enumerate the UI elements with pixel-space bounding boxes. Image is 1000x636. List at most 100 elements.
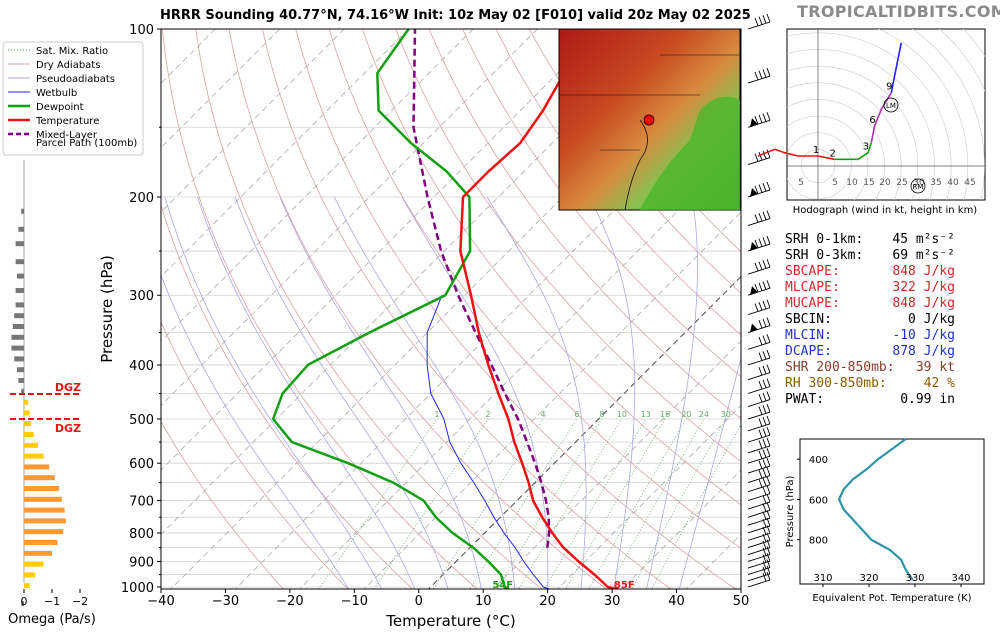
wind-barb: [747, 149, 771, 166]
omega-bar: [24, 583, 30, 589]
omega-bar: [24, 464, 50, 470]
legend: Sat. Mix. Ratio Dry Adiabats Pseudoadiabat…: [2, 41, 144, 156]
mixing-ratio-label: 36: [739, 410, 749, 419]
dry-adiabat: [328, 29, 741, 549]
omega-tick-label: −1: [44, 595, 60, 608]
wind-barb: [747, 437, 771, 454]
omega-bar: [24, 529, 64, 535]
wind-barb: [747, 210, 771, 226]
mixing-ratio-line: [651, 423, 741, 589]
dry-adiabat: [161, 321, 349, 589]
map-borders: [560, 54, 740, 151]
wind-barb: [747, 378, 771, 394]
omega-bar: [18, 378, 24, 383]
y-tick-label: 900: [129, 555, 154, 570]
wind-barb: [747, 517, 771, 534]
omega-bar: [11, 334, 24, 340]
omega-bar: [17, 367, 24, 373]
parcel-path-line: [412, 29, 551, 548]
wind-barb: [747, 485, 771, 501]
wind-barb: [747, 552, 771, 569]
isotherm-line: [161, 29, 474, 342]
hodo-ring-label: 15: [863, 178, 874, 188]
x-tick-label: 30: [604, 594, 621, 609]
mixing-ratio-label: 16: [660, 410, 670, 419]
mixing-ratio-label: 6: [574, 410, 579, 419]
theta-x-tick-label: 340: [951, 573, 970, 584]
dry-adiabat: [528, 29, 741, 294]
y-tick-label: 100: [129, 23, 154, 38]
stat-label: DCAPE:: [785, 344, 832, 359]
x-tick-label: −30: [212, 594, 239, 609]
mixing-ratio-line: [518, 418, 623, 589]
pseudoadiabat: [678, 356, 741, 589]
brand-label: TROPICALTIDBITS.COM: [797, 2, 1000, 21]
stat-value: 0.99 in: [900, 392, 955, 407]
isotherm-line: [161, 29, 409, 278]
pseudoadiabat: [589, 196, 636, 589]
pseudoadiabat: [279, 196, 482, 589]
stat-value: -10 J/kg: [892, 328, 955, 343]
wind-barb: [747, 235, 771, 252]
legend-box: [2, 41, 144, 156]
hodo-ring-label: 5: [798, 178, 804, 188]
isotherm-line: [621, 469, 741, 589]
isotherm-line: [161, 29, 603, 471]
theta-y-tick-label: 400: [809, 455, 828, 466]
x-axis-label: Temperature (°C): [385, 612, 515, 630]
stat-label: PWAT:: [785, 392, 825, 407]
omega-bar: [15, 259, 24, 265]
stat-row: PWAT: 0.99 in: [785, 392, 955, 408]
y-tick-label: 500: [129, 413, 154, 428]
hodo-ring-label: 20: [879, 178, 891, 188]
dewpoint-line: [271, 29, 510, 589]
hodograph-trace: [890, 42, 903, 93]
wind-barbs: [747, 13, 771, 588]
wind-barb: [747, 426, 771, 443]
omega-bar: [14, 313, 24, 319]
stat-value: 322 J/kg: [892, 280, 955, 295]
hodograph-trace: [834, 142, 873, 161]
omega-bar: [14, 356, 24, 362]
legend-label: Parcel Path (100mb): [36, 138, 137, 149]
legend-label: Temperature: [35, 116, 99, 127]
stat-row: SBCIN: 0 J/kg: [785, 312, 955, 328]
dry-adiabat: [495, 29, 741, 336]
wind-barb: [747, 525, 771, 541]
legend-label: Mixed-Layer: [36, 130, 98, 141]
wind-barb: [747, 13, 771, 30]
x-tick-label: 10: [475, 594, 492, 609]
stat-label: MLCIN:: [785, 328, 832, 343]
legend-label: Dewpoint: [36, 102, 84, 113]
wind-barb: [747, 457, 771, 474]
location-map: [558, 28, 741, 211]
temperature-line: [459, 29, 619, 589]
omega-bar: [15, 288, 24, 293]
wind-barb: [747, 559, 771, 575]
dry-adiabat: [362, 29, 741, 506]
theta-y-tick-label: 600: [809, 495, 828, 506]
stat-label: SBCAPE:: [785, 264, 840, 279]
theta-x-tick-label: 320: [859, 573, 878, 584]
pseudoadiabat: [646, 196, 698, 589]
stat-row: RH 300-850mb: 42 %: [785, 376, 955, 392]
skewt-frame: [160, 28, 742, 590]
hodo-height-label: 6: [869, 115, 875, 126]
y-tick-label: 200: [129, 191, 154, 206]
mixing-ratio-line: [469, 418, 578, 589]
mixing-ratio-line: [588, 418, 687, 589]
surface-temperature-label: 85F: [614, 580, 635, 591]
rm-label: RM: [913, 183, 924, 191]
omega-bar: [24, 561, 44, 567]
stat-row: DCAPE: 878 J/kg: [785, 344, 955, 360]
hodograph-frame: [786, 28, 986, 201]
stat-value: 45 m²s⁻²: [892, 232, 955, 247]
map-ocean-region: [640, 96, 740, 210]
omega-bar: [24, 486, 59, 491]
hodograph-trace: [870, 92, 892, 143]
wind-barb: [747, 510, 771, 526]
stat-row: MLCIN: -10 J/kg: [785, 328, 955, 344]
hodo-ring-label: 5: [832, 178, 838, 188]
skewt-axes: 54F 85F −40 −30 −20 −10 0 10 20 30 40 50 100 200 300 40…: [98, 23, 749, 630]
